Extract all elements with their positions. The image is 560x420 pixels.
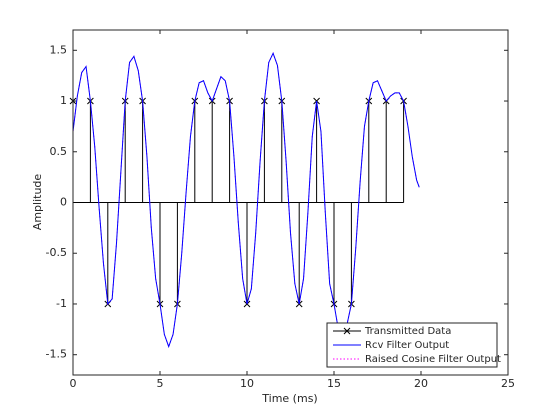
y-axis-label: Amplitude	[31, 174, 44, 231]
x-axis-label: Time (ms)	[261, 392, 317, 405]
x-tick-label: 5	[157, 377, 164, 390]
x-tick-label: 25	[501, 377, 515, 390]
y-tick-label: -1.5	[46, 348, 67, 361]
line	[72, 52, 420, 349]
x-tick-label: 20	[414, 377, 428, 390]
legend-label: Rcv Filter Output	[365, 340, 449, 351]
x-tick-label: 15	[327, 377, 341, 390]
y-tick-label: 0.5	[50, 145, 68, 158]
axes-box	[72, 29, 509, 376]
y-tick-label: 1.5	[50, 43, 68, 56]
legend-marker	[343, 327, 351, 335]
y-tick-label: -0.5	[46, 246, 67, 259]
y-tick-label: 1	[60, 94, 67, 107]
legend-label: Raised Cosine Filter Output	[365, 354, 501, 365]
x-tick-label: 0	[70, 377, 77, 390]
legend-label: Transmitted Data	[364, 326, 451, 337]
y-tick-label: -1	[56, 297, 67, 310]
y-tick-label: 0	[60, 196, 67, 209]
x-tick-label: 10	[240, 377, 254, 390]
